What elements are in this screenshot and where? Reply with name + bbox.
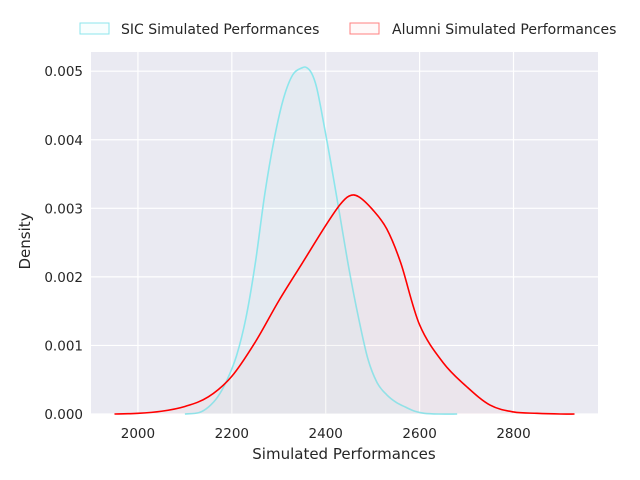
x-tick-label-4: 2800 [496,426,530,442]
sic-density-line [184,66,458,415]
legend-label-alumni: Alumni Simulated Performances [392,22,616,38]
legend-swatch-alumni [349,22,380,35]
x-tick-label-1: 2200 [215,426,249,442]
x-tick-labels: 2000 2200 2400 2600 2800 [121,426,531,442]
series-layer [114,66,575,415]
x-tick-label-2: 2400 [309,426,343,442]
grid-lines [91,52,598,415]
x-tick-label-0: 2000 [121,426,155,442]
legend-label-sic: SIC Simulated Performances [121,22,319,38]
y-tick-label-1: 0.001 [44,338,83,354]
y-tick-labels: 0.000 0.001 0.002 0.003 0.004 0.005 [44,64,83,423]
legend-swatch-sic [79,22,110,35]
y-axis-label: Density [16,212,34,269]
x-axis-label: Simulated Performances [252,445,436,463]
y-tick-label-3: 0.003 [44,201,83,217]
y-tick-label-4: 0.004 [44,133,83,149]
x-tick-label-3: 2600 [402,426,436,442]
legend: SIC Simulated Performances Alumni Simula… [79,22,616,38]
sic-density-fill [184,66,458,415]
alumni-density-line [114,194,575,415]
y-tick-label-5: 0.005 [44,64,83,80]
y-tick-label-2: 0.002 [44,270,83,286]
alumni-density-fill [114,194,575,415]
y-tick-label-0: 0.000 [44,407,83,423]
